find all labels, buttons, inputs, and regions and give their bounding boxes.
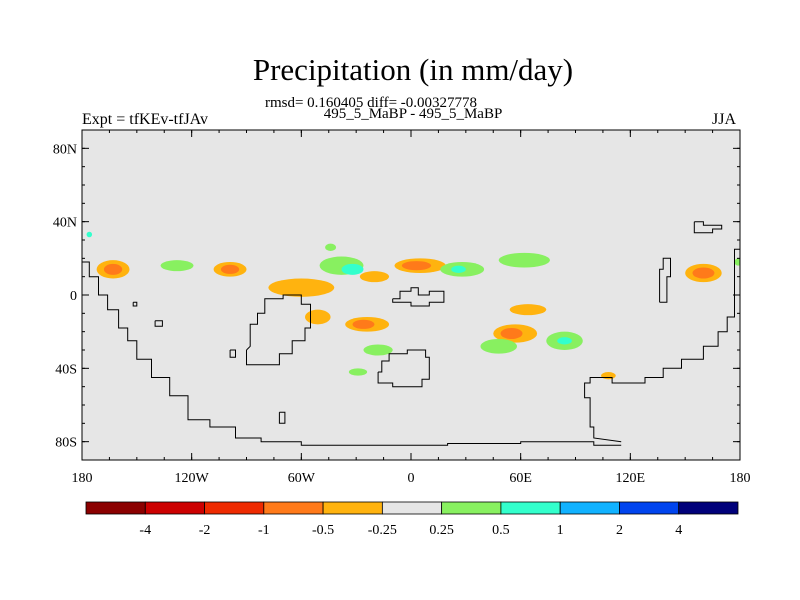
anomaly-patch bbox=[692, 267, 715, 279]
coastline bbox=[154, 320, 163, 327]
anomaly-patch bbox=[348, 368, 368, 376]
anomaly-patch bbox=[500, 328, 523, 339]
anomaly-layer bbox=[86, 231, 740, 380]
colorbar-swatch bbox=[204, 501, 265, 515]
coastline bbox=[246, 294, 311, 366]
colorbar-swatch bbox=[559, 501, 620, 515]
coastline bbox=[132, 301, 138, 307]
season-label: JJA bbox=[712, 111, 737, 128]
coastline bbox=[229, 349, 236, 358]
anomaly-patch bbox=[498, 252, 550, 268]
lat-tick-label: 80N bbox=[53, 142, 77, 157]
colorbar-label: -4 bbox=[139, 523, 151, 538]
colorbar-label: 1 bbox=[557, 523, 564, 538]
colorbar-label: 4 bbox=[675, 523, 682, 538]
anomaly-patch bbox=[220, 264, 240, 274]
anomaly-patch bbox=[359, 271, 390, 283]
lon-tick-label: 180 bbox=[730, 471, 751, 486]
coastline bbox=[392, 287, 445, 307]
lat-tick-label: 40S bbox=[55, 362, 77, 377]
plot-title: Precipitation (in mm/day) bbox=[252, 52, 574, 87]
axis-ticks: 180 120W 60W 0 60E 120E 180 80N 40N 0 40S 80S bbox=[53, 130, 751, 486]
colorbar: -4 -2 -1 -0.5 -0.25 0.25 0.5 1 2 4 bbox=[85, 501, 739, 538]
colorbar-swatch bbox=[678, 501, 739, 515]
coastline bbox=[82, 261, 622, 446]
anomaly-patch bbox=[509, 304, 547, 316]
experiment-label: Expt = tfKEv-tfJAv bbox=[82, 111, 209, 128]
anomaly-patch bbox=[103, 263, 123, 275]
coastline bbox=[659, 257, 671, 303]
colorbar-swatch bbox=[263, 501, 324, 515]
lat-tick-label: 80S bbox=[55, 436, 77, 451]
anomaly-patch bbox=[325, 243, 337, 251]
anomaly-patch bbox=[352, 319, 375, 329]
anomaly-patch bbox=[160, 260, 194, 272]
colorbar-swatch bbox=[441, 501, 502, 515]
colorbar-swatch bbox=[144, 501, 205, 515]
anomaly-patch bbox=[341, 263, 364, 275]
coastline bbox=[377, 349, 430, 388]
colorbar-label: 0.25 bbox=[429, 523, 454, 538]
colorbar-swatch bbox=[381, 501, 443, 515]
lat-tick-label: 0 bbox=[70, 289, 77, 304]
coastline-layer bbox=[82, 221, 740, 446]
lon-tick-label: 120W bbox=[175, 471, 210, 486]
colorbar-label: 2 bbox=[616, 523, 623, 538]
colorbar-label: -2 bbox=[199, 523, 211, 538]
colorbar-label: -1 bbox=[258, 523, 270, 538]
coastline bbox=[584, 248, 740, 443]
lon-tick-label: 60W bbox=[288, 471, 316, 486]
anomaly-patch bbox=[304, 309, 331, 325]
colorbar-label: -0.5 bbox=[312, 523, 334, 538]
colorbar-swatch bbox=[322, 501, 383, 515]
colorbar-label: 0.5 bbox=[492, 523, 510, 538]
colorbar-label: -0.25 bbox=[368, 523, 397, 538]
lat-tick-label: 40N bbox=[53, 216, 77, 231]
case-subtitle: 495_5_MaBP - 495_5_MaBP bbox=[323, 106, 503, 122]
stats-subtitle: rmsd= 0.160405 diff= -0.00327778 bbox=[264, 95, 478, 111]
anomaly-patch bbox=[86, 231, 93, 238]
coastline bbox=[693, 221, 723, 234]
coastline bbox=[278, 411, 286, 424]
anomaly-patch bbox=[268, 278, 335, 297]
anomaly-patch bbox=[451, 265, 466, 274]
anomaly-patch bbox=[401, 261, 432, 271]
anomaly-patch bbox=[734, 258, 740, 266]
lon-tick-label: 180 bbox=[72, 471, 93, 486]
lon-tick-label: 120E bbox=[616, 471, 646, 486]
lon-tick-label: 60E bbox=[509, 471, 532, 486]
colorbar-swatch bbox=[500, 501, 561, 515]
map-background bbox=[82, 130, 740, 460]
lon-tick-label: 0 bbox=[408, 471, 415, 486]
anomaly-patch bbox=[363, 344, 393, 356]
anomaly-patch bbox=[480, 339, 518, 354]
anomaly-patch bbox=[601, 372, 616, 380]
colorbar-swatch bbox=[85, 501, 146, 515]
anomaly-patch bbox=[557, 337, 572, 345]
colorbar-swatch bbox=[619, 501, 680, 515]
